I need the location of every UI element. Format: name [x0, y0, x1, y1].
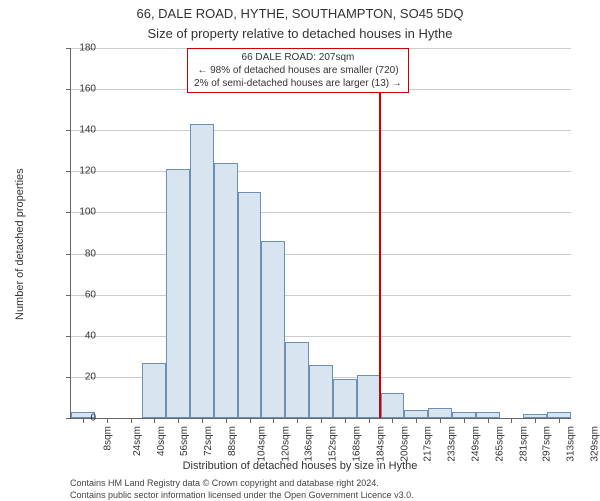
chart-title-sub: Size of property relative to detached ho… — [0, 26, 600, 41]
y-tick-label: 100 — [66, 207, 96, 218]
footer-line-1: Contains HM Land Registry data © Crown c… — [70, 478, 414, 490]
histogram-bar — [333, 379, 357, 418]
x-tick-label: 40sqm — [156, 426, 167, 456]
x-tick-mark — [392, 418, 393, 423]
x-tick-label: 120sqm — [280, 426, 291, 462]
x-tick-label: 281sqm — [518, 426, 529, 462]
x-tick-label: 329sqm — [590, 426, 600, 462]
x-tick-mark — [226, 418, 227, 423]
x-tick-mark — [488, 418, 489, 423]
grid-line — [71, 171, 571, 172]
footer-line-2: Contains public sector information licen… — [70, 490, 414, 501]
x-tick-label: 184sqm — [375, 426, 386, 462]
x-tick-label: 217sqm — [423, 426, 434, 462]
histogram-bar — [142, 363, 166, 419]
x-tick-label: 8sqm — [102, 426, 113, 450]
x-tick-label: 265sqm — [494, 426, 505, 462]
x-tick-label: 152sqm — [328, 426, 339, 462]
y-tick-label: 140 — [66, 125, 96, 136]
grid-line — [71, 254, 571, 255]
x-tick-label: 72sqm — [203, 426, 214, 456]
x-tick-label: 200sqm — [399, 426, 410, 462]
x-tick-mark — [416, 418, 417, 423]
histogram-bar — [309, 365, 333, 418]
histogram-bar — [357, 375, 381, 418]
histogram-bar — [428, 408, 452, 418]
chart-container: 66, DALE ROAD, HYTHE, SOUTHAMPTON, SO45 … — [0, 0, 600, 500]
x-tick-mark — [273, 418, 274, 423]
y-tick-label: 80 — [66, 248, 96, 259]
x-tick-label: 56sqm — [179, 426, 190, 456]
y-tick-label: 0 — [66, 413, 96, 424]
x-tick-label: 249sqm — [471, 426, 482, 462]
x-tick-mark — [154, 418, 155, 423]
x-tick-mark — [321, 418, 322, 423]
histogram-bar — [214, 163, 238, 418]
grid-line — [71, 336, 571, 337]
x-tick-label: 24sqm — [132, 426, 143, 456]
x-tick-mark — [535, 418, 536, 423]
x-tick-mark — [297, 418, 298, 423]
y-tick-label: 40 — [66, 330, 96, 341]
callout-line-3: 2% of semi-detached houses are larger (1… — [194, 77, 402, 90]
x-tick-label: 233sqm — [447, 426, 458, 462]
histogram-bar — [381, 393, 405, 418]
x-tick-label: 104sqm — [256, 426, 267, 462]
footer: Contains HM Land Registry data © Crown c… — [70, 478, 414, 501]
x-tick-label: 313sqm — [566, 426, 577, 462]
x-tick-mark — [369, 418, 370, 423]
histogram-bar — [404, 410, 428, 418]
x-tick-label: 136sqm — [304, 426, 315, 462]
y-axis-label: Number of detached properties — [14, 168, 26, 320]
y-tick-label: 20 — [66, 371, 96, 382]
x-tick-label: 297sqm — [542, 426, 553, 462]
histogram-bar — [166, 169, 190, 418]
histogram-bar — [261, 241, 285, 418]
x-axis-label: Distribution of detached houses by size … — [0, 460, 600, 472]
y-tick-label: 180 — [66, 43, 96, 54]
x-tick-mark — [107, 418, 108, 423]
x-tick-mark — [250, 418, 251, 423]
chart-title-main: 66, DALE ROAD, HYTHE, SOUTHAMPTON, SO45 … — [0, 6, 600, 21]
grid-line — [71, 212, 571, 213]
marker-callout: 66 DALE ROAD: 207sqm ← 98% of detached h… — [187, 48, 409, 93]
histogram-bar — [238, 192, 262, 418]
grid-line — [71, 130, 571, 131]
x-tick-mark — [345, 418, 346, 423]
plot-area: 66 DALE ROAD: 207sqm ← 98% of detached h… — [70, 48, 571, 419]
x-tick-mark — [464, 418, 465, 423]
histogram-bar — [285, 342, 309, 418]
x-tick-mark — [440, 418, 441, 423]
histogram-bar — [190, 124, 214, 418]
y-tick-label: 160 — [66, 84, 96, 95]
x-tick-label: 88sqm — [227, 426, 238, 456]
x-tick-label: 168sqm — [352, 426, 363, 462]
y-tick-label: 60 — [66, 289, 96, 300]
property-marker-line — [379, 48, 381, 418]
callout-line-2: ← 98% of detached houses are smaller (72… — [194, 64, 402, 77]
callout-line-1: 66 DALE ROAD: 207sqm — [194, 51, 402, 64]
grid-line — [71, 295, 571, 296]
x-tick-mark — [511, 418, 512, 423]
x-tick-mark — [202, 418, 203, 423]
x-tick-mark — [131, 418, 132, 423]
x-tick-mark — [178, 418, 179, 423]
y-tick-label: 120 — [66, 166, 96, 177]
x-tick-mark — [559, 418, 560, 423]
